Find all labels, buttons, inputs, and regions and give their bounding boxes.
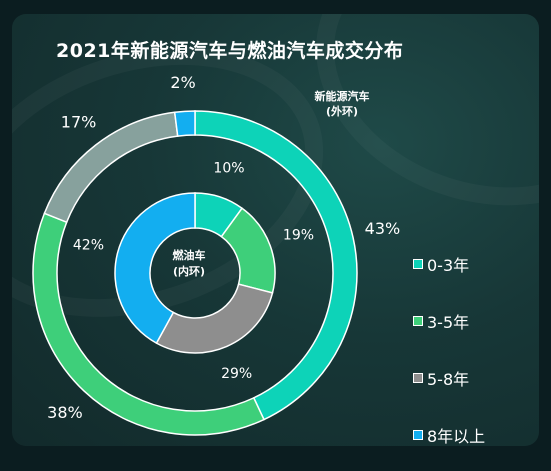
legend-item-0-3[interactable]: 0-3年 <box>413 252 469 276</box>
legend-swatch <box>413 259 423 269</box>
outer-label-1: 38% <box>47 403 83 422</box>
outer-ring-name: 新能源汽车 <box>315 89 370 103</box>
legend-swatch <box>413 430 423 440</box>
inner-ring <box>114 192 276 354</box>
chart-title: 2021年新能源汽车与燃油汽车成交分布 <box>56 40 404 62</box>
legend-label: 0-3年 <box>427 256 470 275</box>
legend-swatch <box>413 373 423 383</box>
legend-label: 8年以上 <box>427 427 486 446</box>
percentage-labels: 43% 38% 17% 2% 10% 19% 29% 42% <box>47 73 400 422</box>
outer-label-0: 43% <box>365 219 401 238</box>
inner-label-1: 19% <box>283 228 314 244</box>
inner-label-2: 29% <box>221 366 252 382</box>
legend-swatch <box>413 316 423 326</box>
outer-label-3: 2% <box>170 73 195 92</box>
outer-ring <box>32 110 358 436</box>
inner-ring-name-sub: (内环) <box>173 264 205 278</box>
legend-label: 5-8年 <box>427 370 470 389</box>
legend-label: 3-5年 <box>427 313 470 332</box>
legend-item-3-5[interactable]: 3-5年 <box>413 309 469 333</box>
inner-label-3: 42% <box>73 238 104 254</box>
inner-ring-name: 燃油车 <box>172 248 206 262</box>
outer-ring-name-sub: (外环) <box>326 104 358 118</box>
outer-label-2: 17% <box>61 112 97 131</box>
legend-item-8-plus[interactable]: 8年以上 <box>413 423 485 447</box>
outer-slice-0[interactable] <box>194 110 358 421</box>
outer-slice-3[interactable] <box>173 110 196 137</box>
inner-label-0: 10% <box>213 160 244 176</box>
inner-slice-2[interactable] <box>155 283 274 354</box>
legend-item-5-8[interactable]: 5-8年 <box>413 366 469 390</box>
inner-slice-3[interactable] <box>114 192 196 345</box>
